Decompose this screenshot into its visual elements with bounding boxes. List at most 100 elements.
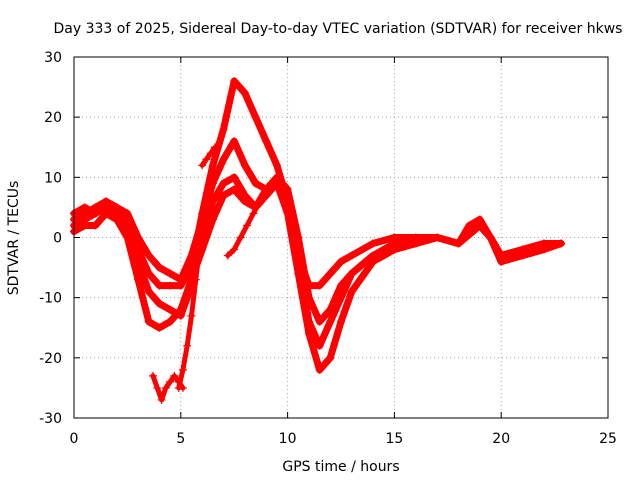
data-point: [326, 269, 335, 278]
data-point: [255, 197, 264, 206]
data-point: [230, 245, 239, 254]
data-point: [272, 179, 281, 188]
data-point: [134, 233, 143, 242]
data-point: [210, 143, 219, 152]
data-point: [315, 341, 324, 350]
data-point: [161, 383, 170, 392]
data-point: [155, 281, 164, 290]
data-point: [283, 209, 292, 218]
data-point: [262, 185, 271, 194]
data-point: [170, 371, 179, 380]
data-point: [123, 209, 132, 218]
series-line: [176, 241, 203, 391]
data-point: [337, 317, 345, 326]
data-point: [539, 245, 548, 254]
data-point: [326, 353, 335, 362]
data-point: [240, 161, 249, 170]
data-point: [219, 155, 228, 164]
x-tick-label: 25: [599, 431, 617, 447]
data-point: [80, 221, 89, 230]
data-point: [144, 287, 153, 296]
x-axis-label: GPS time / hours: [282, 459, 399, 475]
data-point: [240, 197, 249, 206]
data-point: [518, 251, 527, 260]
data-point: [112, 215, 121, 224]
y-axis-label: SDTVAR / TECUs: [6, 181, 22, 296]
data-point: [465, 221, 474, 230]
x-tick-label: 10: [279, 431, 297, 447]
data-point: [294, 269, 303, 278]
y-tick-label: 0: [53, 231, 62, 247]
data-point: [347, 269, 356, 278]
data-point: [174, 383, 183, 392]
data-point: [230, 173, 239, 182]
data-point: [206, 149, 215, 158]
data-point: [251, 113, 260, 122]
data-point: [153, 383, 162, 392]
data-point: [223, 251, 232, 260]
data-point: [187, 311, 196, 320]
data-point: [219, 191, 228, 200]
data-point: [337, 293, 345, 302]
data-point: [283, 185, 292, 194]
tick-layer: 0 5 10 15 20 25 -30 -20 -10 0 10 20 30: [39, 50, 617, 447]
data-point: [347, 251, 356, 260]
data-point: [176, 275, 185, 284]
x-tick-label: 20: [492, 431, 510, 447]
data-point: [390, 245, 399, 254]
data-point: [369, 239, 378, 248]
y-tick-label: -10: [39, 291, 62, 307]
data-point: [196, 239, 205, 248]
data-point: [102, 209, 111, 218]
data-point: [230, 77, 239, 86]
data-point: [208, 179, 217, 188]
data-point: [236, 233, 245, 242]
y-tick-label: 30: [44, 50, 62, 66]
data-point: [187, 251, 196, 260]
data-point: [304, 329, 313, 338]
data-point: [123, 233, 132, 242]
data-point: [149, 371, 158, 380]
data-point: [454, 239, 463, 248]
data-point: [230, 185, 239, 194]
data-point: [155, 299, 164, 308]
data-point: [144, 317, 153, 326]
data-point: [166, 317, 175, 326]
data-point: [178, 365, 187, 374]
y-tick-label: -30: [39, 411, 62, 427]
x-tick-label: 15: [385, 431, 403, 447]
data-point: [157, 395, 166, 404]
series-line: [199, 144, 218, 168]
y-tick-label: 10: [44, 170, 62, 186]
data-point: [358, 245, 367, 254]
data-point: [144, 251, 153, 260]
data-point: [315, 281, 324, 290]
data-point: [475, 221, 484, 230]
data-point: [191, 275, 200, 284]
data-point: [202, 155, 211, 164]
grid-layer: [74, 57, 608, 418]
series-8: [223, 185, 271, 260]
data-point: [315, 365, 324, 374]
data-point: [91, 221, 100, 230]
series-line: [70, 179, 565, 374]
data-point: [243, 221, 252, 230]
data-point: [262, 137, 271, 146]
series-7: [198, 143, 219, 170]
series-4: [70, 179, 566, 374]
data-point: [411, 239, 420, 248]
data-point: [183, 341, 192, 350]
data-point: [272, 161, 281, 170]
data-point: [347, 287, 356, 296]
data-point: [219, 179, 228, 188]
data-point: [326, 317, 335, 326]
data-point: [240, 89, 249, 98]
x-tick-label: 0: [70, 431, 79, 447]
data-point: [166, 281, 175, 290]
data-point: [166, 305, 175, 314]
data-point: [166, 269, 175, 278]
data-point: [369, 257, 378, 266]
data-point: [557, 239, 566, 248]
data-point: [208, 161, 217, 170]
